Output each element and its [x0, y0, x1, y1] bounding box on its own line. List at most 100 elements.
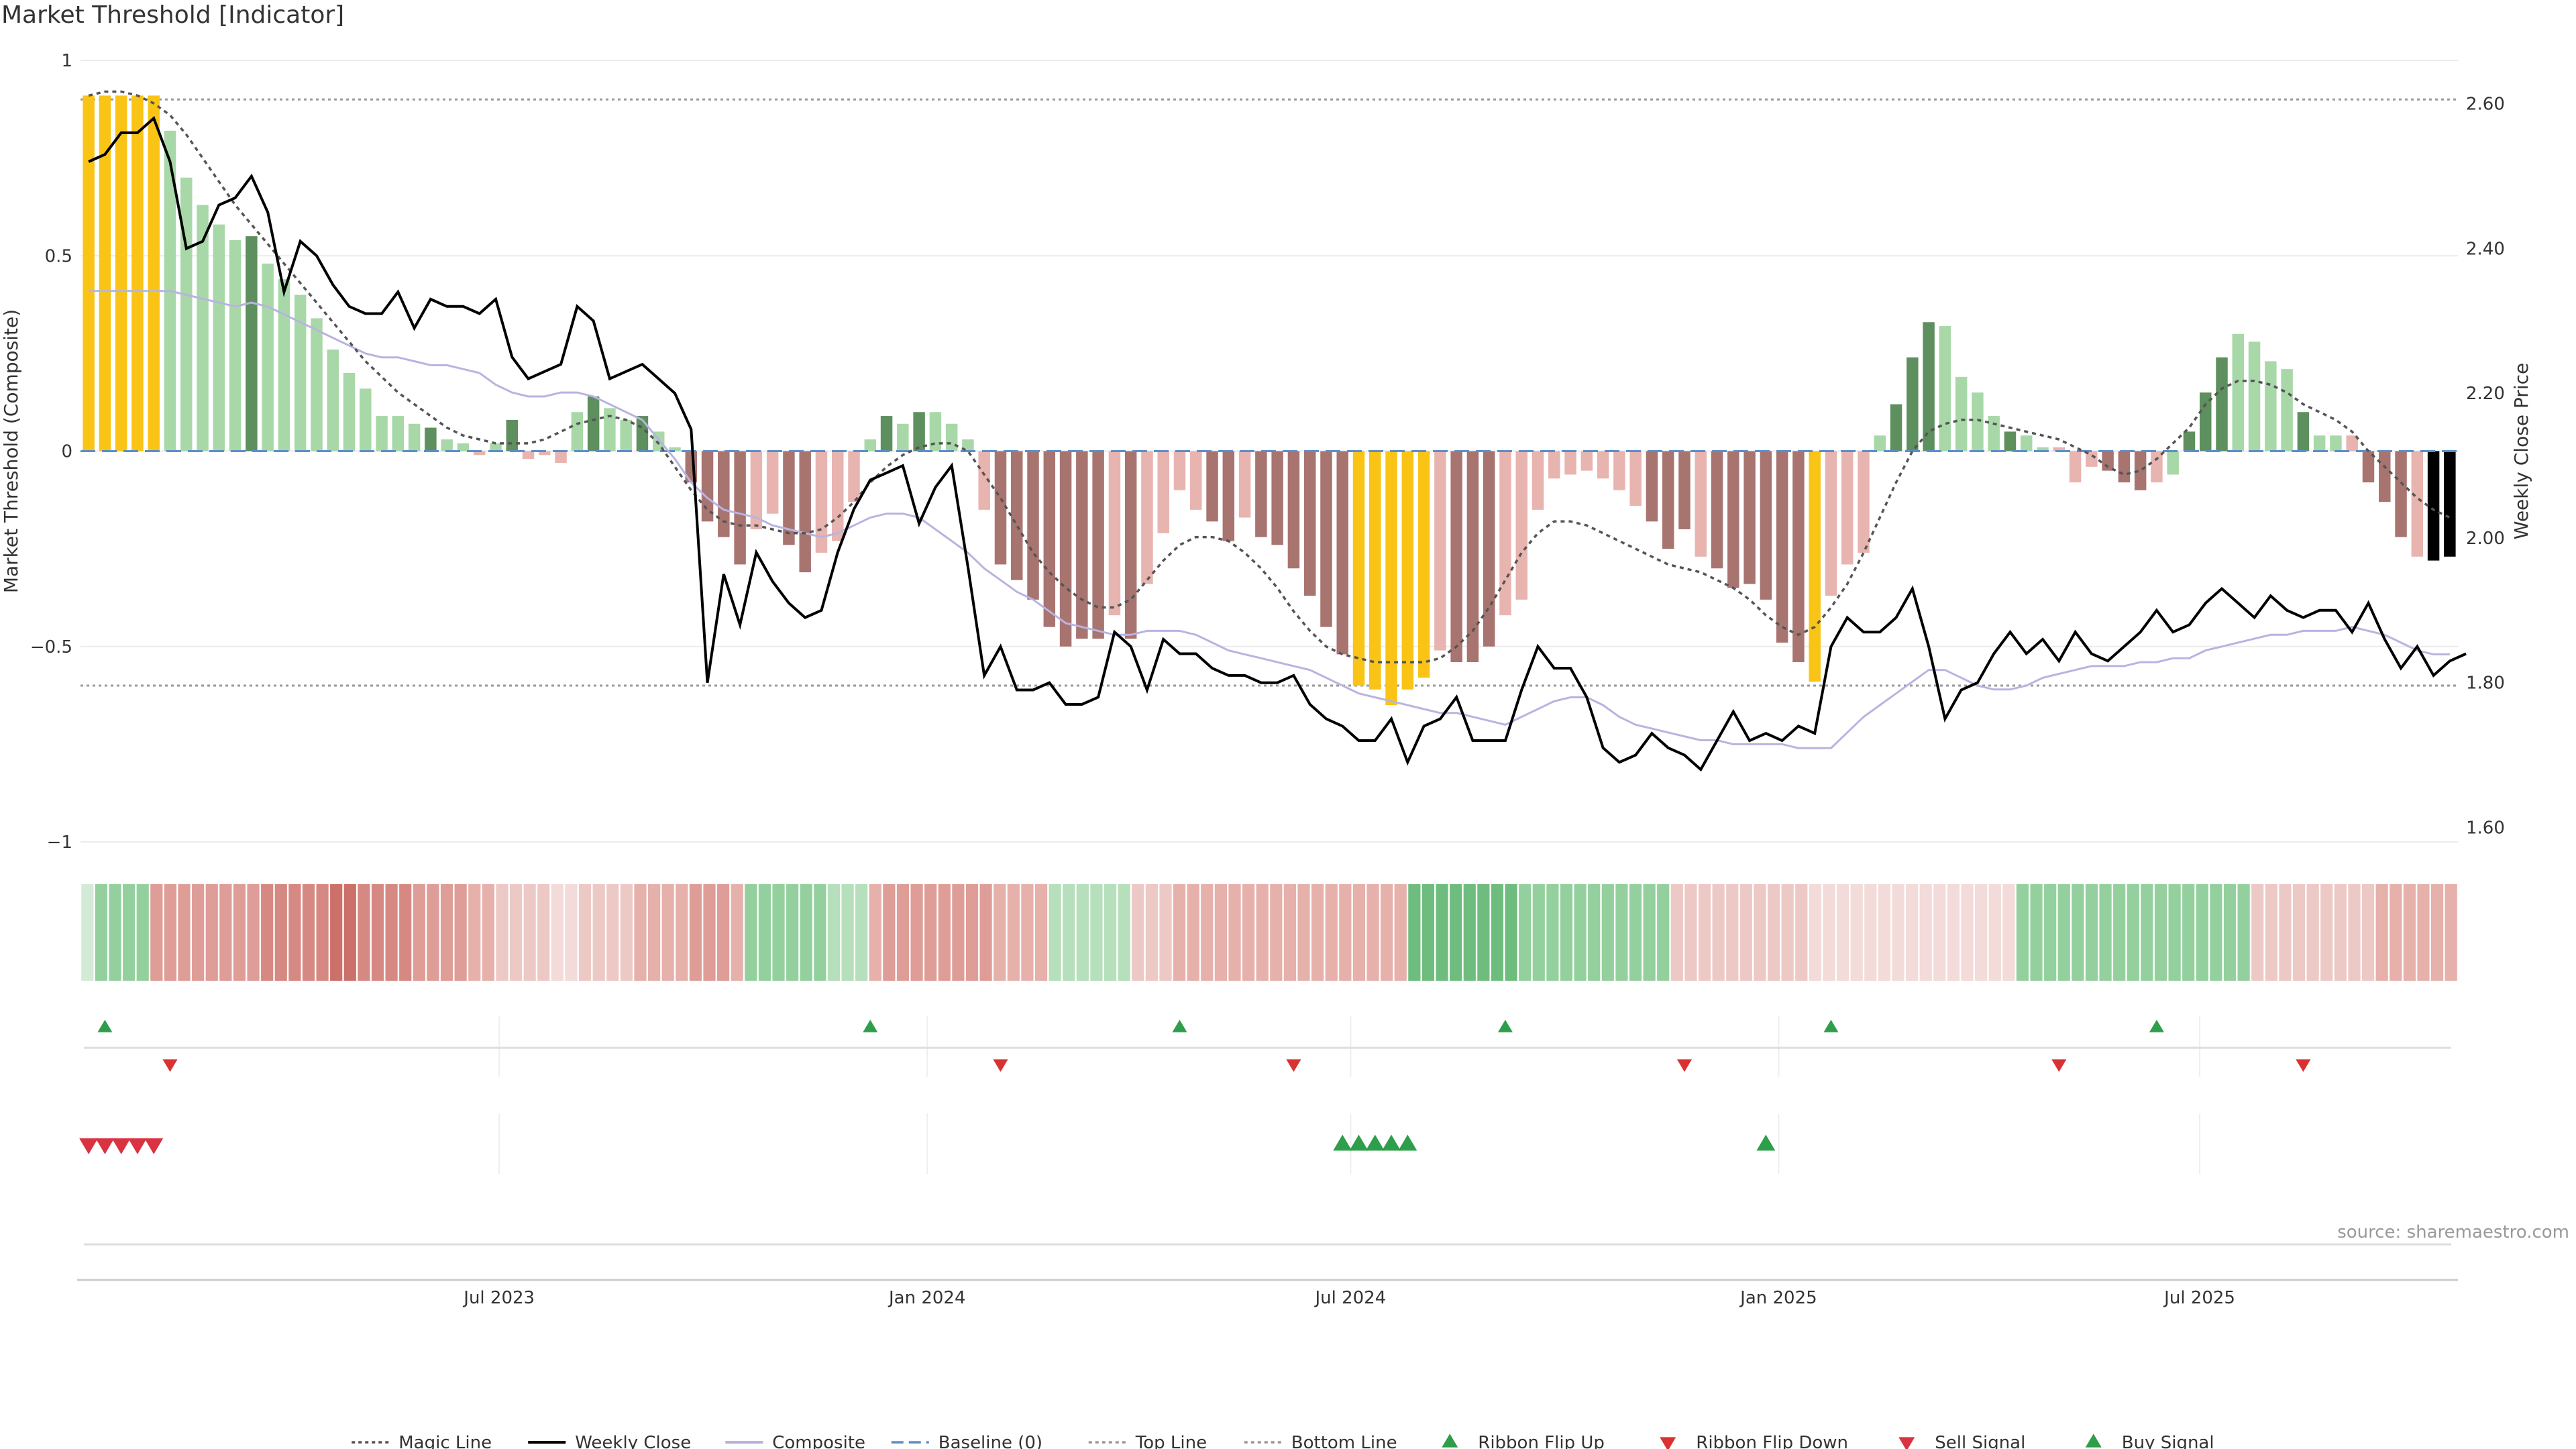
y-tick-label: 0.5: [45, 246, 72, 266]
histogram-bar: [1695, 451, 1707, 557]
histogram-bar: [1369, 451, 1381, 690]
histogram-bar: [425, 427, 437, 451]
histogram-bar: [2427, 451, 2440, 561]
histogram-bar: [913, 412, 925, 451]
ribbon-flip-down-marker: [1286, 1059, 1301, 1072]
ribbon-cell: [1878, 884, 1891, 981]
buy-signal-marker: [1333, 1134, 1352, 1151]
ribbon-cell: [827, 884, 841, 981]
histogram-bar: [799, 451, 811, 573]
ribbon-cell: [1739, 884, 1752, 981]
ribbon-cell: [2265, 884, 2277, 981]
ribbon-cell: [1187, 884, 1199, 981]
ribbon-flip-up-marker: [1823, 1020, 1839, 1032]
ribbon-cell: [2016, 884, 2029, 981]
ribbon-cell: [509, 884, 523, 981]
ribbon-cell: [1007, 884, 1020, 981]
ribbon-cell: [910, 884, 923, 981]
x-tick-label: Jul 2024: [1313, 1288, 1386, 1308]
composite-line: [89, 290, 2450, 749]
ribbon-cell: [274, 884, 287, 981]
histogram-bar: [1678, 451, 1690, 529]
histogram-bar: [1271, 451, 1283, 545]
ribbon-cell: [1532, 884, 1545, 981]
x-tick-label: Jan 2025: [1739, 1288, 1817, 1308]
histogram-bar: [1417, 451, 1430, 678]
histogram-bar: [2395, 451, 2407, 537]
ribbon-cell: [358, 884, 370, 981]
histogram-bar: [1532, 451, 1544, 510]
ribbon-cell: [2030, 884, 2043, 981]
ribbon-cell: [413, 884, 425, 981]
y-tick-label: 1: [61, 51, 72, 71]
ribbon-cell: [1629, 884, 1642, 981]
histogram-bar: [1727, 451, 1739, 588]
histogram-bar: [962, 439, 974, 451]
ribbon-cell: [1242, 884, 1255, 981]
histogram-bar: [718, 451, 730, 537]
ribbon-cell: [551, 884, 564, 981]
ribbon-cell: [1090, 884, 1103, 981]
histogram-bar: [294, 294, 307, 451]
histogram-bar: [2167, 451, 2179, 475]
ribbon-cell: [1173, 884, 1186, 981]
y2-axis-title: Weekly Close Price: [2510, 363, 2532, 539]
histogram-bar: [587, 396, 600, 451]
ribbon-cell: [2182, 884, 2195, 981]
ribbon-cell: [1975, 884, 1988, 981]
legend-label: Sell Signal: [1935, 1433, 2025, 1449]
histogram-bar: [701, 451, 714, 522]
ribbon-cell: [1588, 884, 1601, 981]
histogram-bar: [1157, 451, 1169, 533]
source-note: source: sharemaestro.com: [2337, 1222, 2569, 1242]
ribbon-cell: [634, 884, 647, 981]
histogram-bar: [1499, 451, 1511, 616]
legend-label: Ribbon Flip Down: [1696, 1433, 1848, 1449]
buy-signal-marker: [1365, 1134, 1385, 1151]
ribbon-cell: [1906, 884, 1919, 981]
ribbon-cell: [1892, 884, 1904, 981]
ribbon-cell: [745, 884, 757, 981]
ribbon-cell: [1919, 884, 1932, 981]
ribbon-cell: [1339, 884, 1352, 981]
ribbon-cell: [1947, 884, 1960, 981]
ribbon-cell: [620, 884, 633, 981]
ribbon-cell: [647, 884, 661, 981]
ribbon-cell: [578, 884, 592, 981]
ribbon-cell: [1421, 884, 1435, 981]
histogram-bar: [555, 451, 567, 463]
ribbon-cell: [1601, 884, 1614, 981]
ribbon-cell: [427, 884, 439, 981]
buy-signal-marker: [1382, 1134, 1401, 1151]
histogram-bar: [848, 451, 860, 502]
histogram-bar: [1858, 451, 1870, 553]
ribbon-cell: [883, 884, 896, 981]
histogram-bar: [864, 439, 877, 451]
ribbon-cell: [1049, 884, 1061, 981]
buy-signal-marker: [1398, 1134, 1417, 1151]
ribbon-cell: [1643, 884, 1656, 981]
ribbon-cell: [2348, 884, 2361, 981]
histogram-bar: [2362, 451, 2375, 483]
y-tick-label: 0: [61, 442, 72, 462]
ribbon-cell: [123, 884, 136, 981]
histogram-bar: [1076, 451, 1088, 639]
histogram-bar: [1874, 435, 1886, 451]
ribbon-cell: [896, 884, 910, 981]
histogram-bar: [1483, 451, 1495, 647]
ribbon-cell: [1325, 884, 1338, 981]
ribbon-cell: [1505, 884, 1517, 981]
ribbon-cell: [440, 884, 453, 981]
histogram-bar: [1450, 451, 1462, 663]
legend-label: Top Line: [1135, 1433, 1207, 1449]
histogram-bar: [2297, 412, 2310, 451]
ribbon-cell: [1463, 884, 1476, 981]
ribbon-cell: [2223, 884, 2237, 981]
ribbon-cell: [1132, 884, 1144, 981]
ribbon-cell: [1104, 884, 1117, 981]
ribbon-cell: [1574, 884, 1587, 981]
histogram-bar: [1955, 376, 1968, 451]
histogram-bar: [2248, 341, 2261, 451]
ribbon-cell: [1118, 884, 1130, 981]
legend-label: Baseline (0): [938, 1433, 1042, 1449]
